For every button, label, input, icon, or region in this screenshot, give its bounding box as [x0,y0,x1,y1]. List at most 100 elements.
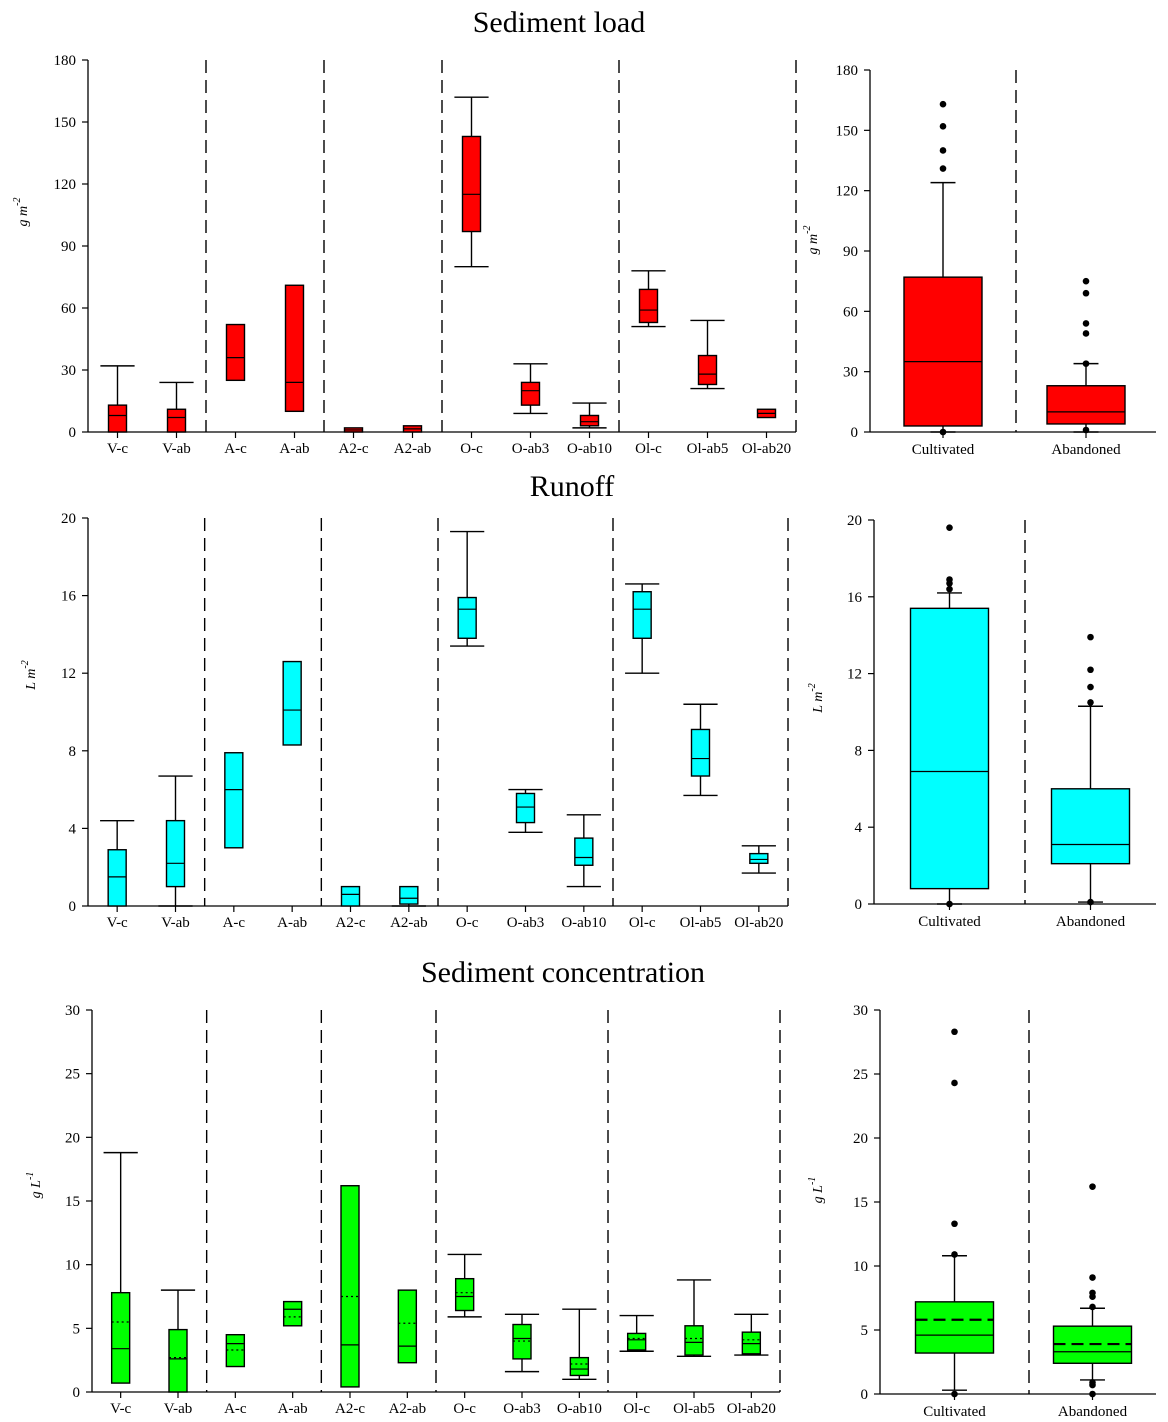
x-tick-label: Ol-ab20 [742,441,791,457]
box-cultivated [903,100,983,436]
box-O-ab3 [504,1313,540,1373]
box-Ol-ab5 [683,703,718,797]
box-iqr [903,276,983,427]
box-iqr [284,284,305,413]
x-tick-label: Abandoned [1056,914,1126,930]
box-iqr [461,135,482,233]
outlier-point [1089,1303,1096,1311]
x-tick-label: A2-ab [394,441,432,457]
y-tick-label: 12 [847,667,862,683]
x-tick-label: A-c [224,441,247,457]
outlier-point [1082,360,1090,367]
y-axis-label: g L-1 [807,1177,826,1204]
box-iqr [340,885,361,907]
x-tick-label: A-c [224,1401,247,1417]
y-tick-label: 20 [847,513,862,529]
ylabel-unit: g L [811,1185,826,1204]
box-iqr [454,1277,475,1312]
outlier-point [1087,683,1094,691]
outlier-point [939,123,947,130]
box-V-c [103,1151,138,1384]
ylabel-unit: g m [806,234,821,255]
outlier-point [1089,1274,1096,1281]
box-V-ab [159,381,194,433]
ylabel-exponent: -2 [20,660,31,668]
box-A-ab [282,660,302,746]
ylabel-unit: g L [29,1180,44,1199]
outlier-point [1087,898,1094,906]
x-tick-label: Abandoned [1058,1404,1128,1420]
summary-chart: 0 5 10 15 20 25 30 g L-1 Cultivated Abandoned [807,1003,1156,1420]
outlier-point [1089,1183,1096,1190]
box-A-c [224,752,244,849]
y-axis-label: L m-2 [807,683,826,714]
box-iqr [107,404,128,433]
x-tick-label: O-c [460,441,483,457]
x-tick-label: Ol-ab20 [734,915,783,931]
x-tick-label: O-ab3 [503,1401,541,1417]
summary-chart: 0 4 8 12 16 20 L m-2 Cultivated Abandoned [807,513,1156,930]
box-A2-ab [391,885,426,907]
box-iqr [110,1291,131,1384]
outlier-point [946,524,953,531]
box-iqr [399,885,419,905]
y-tick-label: 90 [61,239,76,255]
box-Ol-ab5 [676,1279,712,1358]
x-tick-label: A-ab [278,1401,308,1417]
box-iqr [520,381,541,406]
x-tick-label: V-c [110,1401,131,1417]
box-iqr [512,1323,532,1360]
box-V-ab [160,1289,196,1393]
outlier-point [1087,699,1094,706]
box-iqr [579,414,600,427]
y-tick-label: 8 [69,744,77,760]
summary-chart: 0 30 60 90 120 150 180 g m-2 Cultivated Abandoned [802,63,1156,458]
x-tick-label: Abandoned [1051,442,1121,458]
box-V-c [100,819,135,907]
box-iqr [749,852,769,865]
box-iqr [457,596,477,639]
outlier-point [946,585,953,593]
main-chart: 0 5 10 15 20 25 30 g L-1 V-c V-ab A-c A-ab A2-c A2-ab… [25,1003,781,1417]
box-A2-c [340,885,361,907]
y-tick-label: 60 [61,301,76,317]
box-O-c [450,530,485,647]
box-iqr [397,1289,418,1364]
box-Ol-c [631,270,666,328]
x-tick-label: O-c [456,915,479,931]
main-chart: 0 30 60 90 120 150 180 g m-2 V-c V-ab A-c A-ab A2-c A… [12,53,797,457]
outlier-point [939,165,947,172]
y-axis-label: g L-1 [25,1172,44,1199]
x-tick-label: Ol-c [635,441,662,457]
x-tick-label: V-c [107,441,128,457]
box-cultivated [914,1028,995,1398]
x-tick-label: Ol-c [623,1401,650,1417]
box-iqr [697,354,718,386]
x-tick-label: Ol-c [629,915,656,931]
y-tick-label: 90 [843,244,858,260]
box-Ol-ab20 [741,845,776,874]
box-abandoned [1050,633,1131,906]
ylabel-unit: L m [24,669,39,691]
box-Ol-c [619,1314,654,1352]
x-tick-label: A-ab [277,915,307,931]
ylabel-exponent: -2 [807,683,818,691]
y-tick-label: 150 [54,115,77,131]
x-tick-label: Ol-ab20 [727,1401,776,1417]
x-tick-label: A2-ab [389,1401,427,1417]
y-tick-label: 0 [73,1385,81,1401]
ylabel-exponent: -1 [807,1177,818,1185]
ylabel-exponent: -2 [12,198,23,206]
box-O-c [447,1253,482,1318]
outlier-point [1089,1289,1096,1297]
y-tick-label: 30 [853,1003,868,1019]
x-tick-label: Cultivated [923,1404,986,1420]
y-tick-label: 30 [61,363,76,379]
box-abandoned [1046,277,1126,434]
y-tick-label: 25 [853,1067,868,1083]
panel-title: Sediment load [473,6,645,39]
y-tick-label: 16 [61,589,77,605]
y-axis-label: L m-2 [20,660,39,691]
